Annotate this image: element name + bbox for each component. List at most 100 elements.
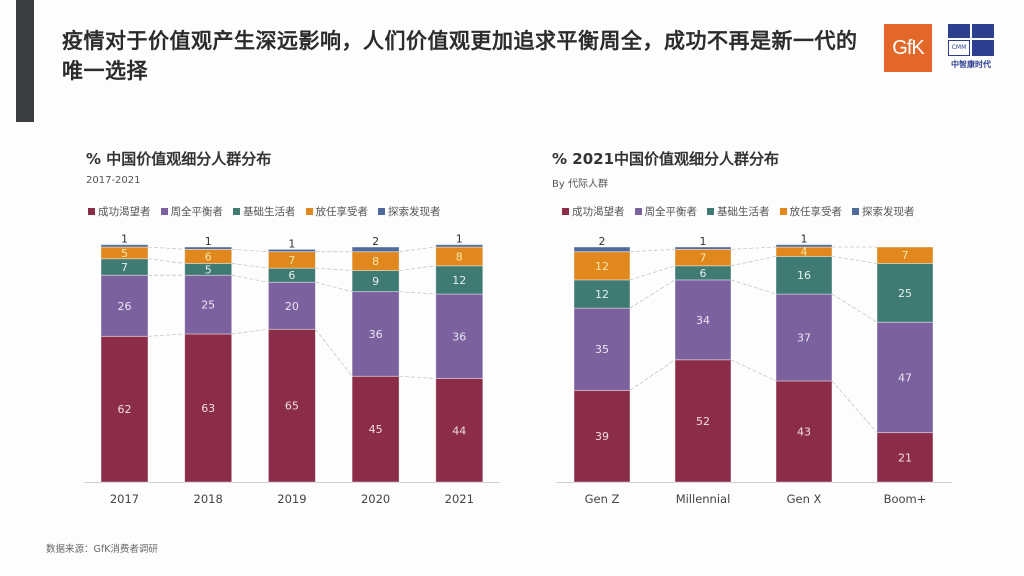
legend-swatch: [562, 208, 569, 215]
data-label: 2: [372, 235, 379, 248]
legend-label: 周全平衡者: [644, 206, 698, 218]
connector-line: [831, 293, 878, 323]
data-label: 45: [369, 423, 383, 436]
data-label: 6: [205, 250, 212, 263]
data-label: 1: [121, 233, 128, 246]
connector-line: [315, 267, 353, 271]
connector-line: [399, 375, 436, 379]
connector-line: [629, 359, 676, 391]
bar-segment: [876, 263, 934, 323]
x-tick-label: 2021: [445, 492, 474, 506]
data-label: 26: [118, 300, 132, 313]
legend-label: 探索发现者: [862, 206, 915, 218]
legend-item: 周全平衡者: [160, 204, 223, 219]
bar-segment: [674, 359, 732, 483]
chart-1-subtitle: 2017-2021: [86, 175, 141, 186]
legend-item: 基础生活者: [707, 204, 770, 219]
x-tick-label: 2020: [361, 492, 390, 506]
connector-line: [315, 329, 353, 377]
legend-swatch: [305, 208, 313, 215]
data-label: 2: [599, 235, 606, 248]
data-label: 9: [372, 275, 379, 288]
legend-swatch: [634, 208, 642, 215]
connector-line: [831, 256, 878, 264]
data-label: 44: [452, 424, 466, 437]
connector-line: [147, 258, 185, 264]
data-label: 65: [285, 400, 299, 413]
connector-line: [399, 246, 436, 253]
connector-line: [831, 380, 878, 433]
bar-segment: [435, 293, 484, 379]
x-tick-label: 2017: [110, 492, 139, 506]
x-tick-label: 2019: [277, 492, 306, 506]
bar-segment: [351, 246, 400, 253]
chart-2-title: % 2021中国价值观细分人群分布: [552, 150, 780, 168]
x-tick-label: Millennial: [676, 492, 731, 506]
connector-line: [231, 263, 269, 269]
cmm-logo: CMM 中智康时代: [944, 24, 998, 76]
legend-item: 周全平衡者: [634, 204, 698, 219]
page-title: 疫情对于价值观产生深远影响，人们价值观更加追求平衡周全，成功不再是新一代的唯一选…: [62, 29, 858, 83]
legend-swatch: [707, 208, 714, 215]
legend-swatch: [378, 208, 385, 215]
bar-segment: [184, 333, 233, 483]
gfk-logo-text: GfK: [892, 37, 924, 59]
connector-line: [730, 246, 777, 250]
bar-segment: [674, 246, 732, 250]
data-label: 1: [288, 237, 295, 250]
bar-segment: [100, 244, 149, 248]
data-label: 5: [205, 263, 212, 276]
bar-segment: [573, 246, 631, 253]
bar-segment: [100, 274, 149, 337]
bar-segment: [351, 291, 400, 377]
data-label: 37: [797, 331, 811, 344]
connector-line: [231, 248, 269, 253]
data-label: 63: [201, 402, 215, 415]
chart-1-title: % 中国价值观细分人群分布: [86, 150, 272, 168]
connector-line: [730, 256, 777, 267]
data-label: 12: [452, 274, 466, 287]
connector-line: [730, 359, 777, 382]
data-label: 7: [902, 249, 909, 262]
data-label: 36: [369, 328, 383, 341]
data-label: 12: [595, 260, 609, 273]
cmm-logo-mark: CMM: [948, 24, 994, 56]
data-label: 36: [452, 330, 466, 343]
data-label: 39: [595, 430, 609, 443]
bar-segment: [573, 307, 631, 391]
legend-label: 成功渴望者: [98, 206, 151, 218]
gfk-logo: GfK: [884, 24, 932, 72]
data-label: 25: [201, 299, 215, 312]
data-label: 1: [700, 235, 707, 248]
bar-segment: [876, 246, 934, 264]
connector-line: [629, 265, 676, 281]
legend-label: 成功渴望者: [572, 206, 625, 218]
bar-segment: [435, 244, 484, 248]
bar-segment: [435, 265, 484, 295]
accent-bar: [16, 0, 34, 122]
bar-segment: [573, 389, 631, 483]
data-label: 43: [797, 425, 811, 438]
bar-segment: [775, 244, 833, 248]
data-label: 5: [121, 247, 128, 260]
data-label: 7: [288, 254, 295, 267]
legend-label: 探索发现者: [388, 206, 441, 218]
chart-1-legend: 成功渴望者 周全平衡者 基础生活者 放任享受者 探索发现者: [88, 204, 441, 219]
data-label: 16: [797, 269, 811, 282]
legend-label: 基础生活者: [243, 206, 296, 218]
data-label: 34: [696, 314, 710, 327]
data-label: 6: [288, 269, 295, 282]
data-label: 1: [456, 233, 463, 246]
x-tick-label: Gen X: [787, 492, 822, 506]
data-label: 6: [700, 267, 707, 280]
bar-segment: [876, 321, 934, 434]
connector-line: [147, 333, 185, 337]
legend-label: 放任享受者: [315, 206, 369, 218]
legend-item: 成功渴望者: [562, 204, 625, 219]
data-label: 1: [801, 233, 808, 246]
legend-label: 基础生活者: [717, 206, 770, 218]
data-label: 4: [801, 246, 808, 259]
x-tick-label: Gen Z: [585, 492, 620, 506]
cmm-logo-text: CMM: [948, 40, 970, 56]
bar-segment: [435, 378, 484, 483]
